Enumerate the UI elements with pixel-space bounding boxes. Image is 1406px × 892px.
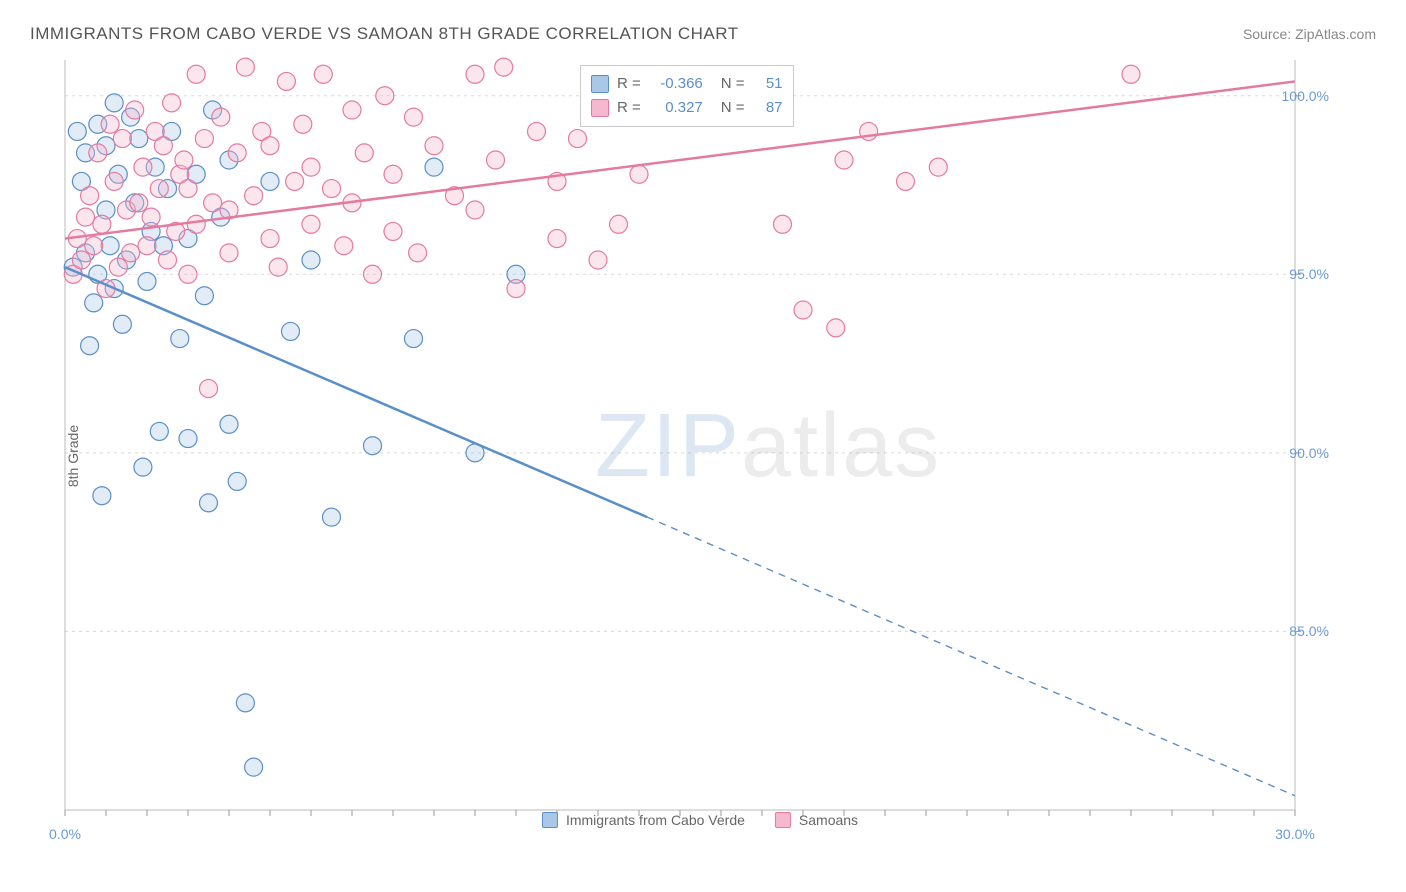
- chart-title: IMMIGRANTS FROM CABO VERDE VS SAMOAN 8TH…: [30, 24, 739, 44]
- source-link[interactable]: ZipAtlas.com: [1295, 26, 1376, 42]
- stats-row: R = 0.327 N = 87: [591, 96, 783, 120]
- source-label: Source:: [1243, 26, 1295, 42]
- stats-row: R = -0.366 N = 51: [591, 72, 783, 96]
- legend-bottom: Immigrants from Cabo Verde Samoans: [542, 812, 858, 828]
- scatter-plot: [55, 55, 1345, 840]
- legend-label: Immigrants from Cabo Verde: [566, 812, 745, 828]
- legend-swatch: [542, 812, 558, 828]
- x-tick-label: 30.0%: [1275, 826, 1315, 842]
- source-attribution: Source: ZipAtlas.com: [1243, 26, 1376, 42]
- y-tick-label: 100.0%: [1282, 88, 1329, 104]
- stats-n-value: 51: [753, 72, 783, 96]
- stats-legend-box: R = -0.366 N = 51 R = 0.327 N = 87: [580, 65, 794, 127]
- legend-swatch: [775, 812, 791, 828]
- stats-r-value: 0.327: [649, 96, 703, 120]
- stats-r-label: R =: [617, 72, 641, 96]
- stats-swatch: [591, 75, 609, 93]
- stats-r-label: R =: [617, 96, 641, 120]
- chart-area: 8th Grade ZIPatlas R =-0.366N =51R =0.32…: [55, 55, 1345, 840]
- y-tick-label: 85.0%: [1289, 623, 1329, 639]
- legend-item: Samoans: [775, 812, 858, 828]
- stats-r-value: -0.366: [649, 72, 703, 96]
- x-tick-label: 0.0%: [49, 826, 81, 842]
- y-tick-label: 95.0%: [1289, 266, 1329, 282]
- legend-item: Immigrants from Cabo Verde: [542, 812, 745, 828]
- legend-label: Samoans: [799, 812, 858, 828]
- stats-swatch: [591, 99, 609, 117]
- y-tick-label: 90.0%: [1289, 445, 1329, 461]
- stats-n-value: 87: [753, 96, 783, 120]
- stats-n-label: N =: [721, 96, 745, 120]
- stats-n-label: N =: [721, 72, 745, 96]
